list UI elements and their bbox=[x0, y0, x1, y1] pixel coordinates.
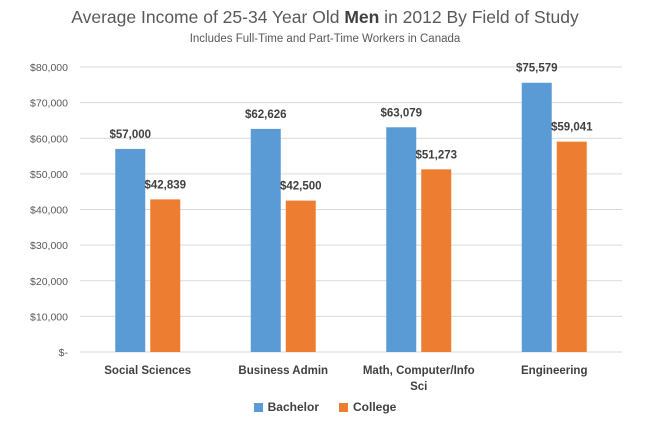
y-tick-label: $- bbox=[59, 347, 69, 359]
bar-college bbox=[150, 199, 181, 352]
x-category-label: Social Sciences bbox=[104, 365, 191, 377]
y-tick-label: $80,000 bbox=[30, 62, 68, 74]
legend-swatch-bachelor bbox=[253, 402, 263, 412]
title-prefix: Average Income of 25-34 Year Old bbox=[71, 7, 345, 27]
bar-bachelor bbox=[250, 128, 281, 352]
data-label: $62,626 bbox=[245, 109, 287, 121]
data-label: $42,500 bbox=[280, 181, 322, 193]
x-category-label: Engineering bbox=[521, 365, 587, 377]
legend-item-college: College bbox=[339, 400, 396, 414]
data-label: $75,579 bbox=[516, 63, 558, 75]
bar-college bbox=[421, 169, 452, 352]
bar-bachelor bbox=[115, 148, 146, 352]
y-tick-label: $30,000 bbox=[30, 240, 68, 252]
bar-college bbox=[285, 200, 316, 352]
data-label: $42,839 bbox=[144, 179, 186, 191]
data-label: $63,079 bbox=[380, 107, 422, 119]
data-label: $59,041 bbox=[551, 122, 593, 134]
data-label: $57,000 bbox=[109, 129, 151, 141]
data-label: $51,273 bbox=[415, 149, 457, 161]
legend-item-bachelor: Bachelor bbox=[253, 400, 319, 414]
y-tick-label: $40,000 bbox=[30, 205, 68, 217]
chart-subtitle: Includes Full-Time and Part-Time Workers… bbox=[189, 33, 461, 45]
legend-label-bachelor: Bachelor bbox=[267, 400, 319, 414]
title-emphasis: Men bbox=[344, 7, 380, 27]
y-tick-label: $70,000 bbox=[30, 98, 68, 110]
y-tick-label: $10,000 bbox=[30, 311, 68, 323]
chart-legend: Bachelor College bbox=[0, 400, 650, 414]
title-suffix: in 2012 By Field of Study bbox=[379, 7, 579, 27]
bar-bachelor bbox=[521, 82, 552, 352]
bar-college bbox=[556, 141, 587, 352]
y-tick-label: $20,000 bbox=[30, 276, 68, 288]
x-category-label: Sci bbox=[410, 381, 427, 393]
x-category-label: Business Admin bbox=[238, 365, 328, 377]
x-category-label: Math, Computer/Info bbox=[363, 365, 475, 377]
y-tick-label: $50,000 bbox=[30, 169, 68, 181]
legend-swatch-college bbox=[339, 402, 348, 412]
bar-bachelor bbox=[386, 127, 417, 352]
chart-title: Average Income of 25-34 Year Old Men in … bbox=[0, 7, 650, 28]
legend-label-college: College bbox=[353, 400, 397, 414]
y-tick-label: $60,000 bbox=[30, 133, 68, 145]
